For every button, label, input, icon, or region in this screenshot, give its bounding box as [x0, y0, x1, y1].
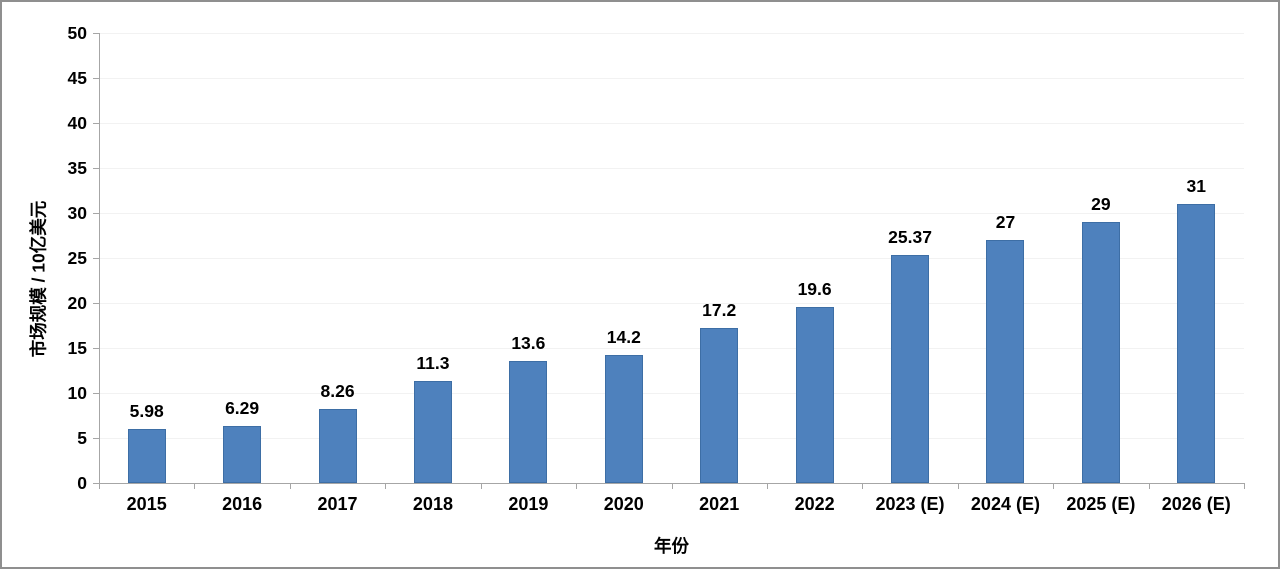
y-tick-label-10: 10: [67, 383, 87, 403]
bar-value-label: 14.2: [606, 327, 641, 348]
gridline-45: [99, 78, 1244, 79]
y-axis-line: [99, 33, 100, 483]
x-axis-tick: [1149, 483, 1150, 489]
x-axis-tick: [576, 483, 577, 489]
gridline-30: [99, 213, 1244, 214]
x-tick-label-2016: 2016: [222, 494, 263, 514]
gridline-15: [99, 348, 1244, 349]
x-axis-tick: [1244, 483, 1245, 489]
x-axis-tick: [290, 483, 291, 489]
bar-cell-2025 (E): 29: [1053, 33, 1148, 483]
bar-value-label: 17.2: [702, 300, 737, 321]
y-axis-tick: [93, 258, 99, 259]
bar-value-label: 27: [995, 212, 1016, 232]
bar-cell-2020: 14.2: [576, 33, 671, 483]
gridline-40: [99, 123, 1244, 124]
x-tick-label-2018: 2018: [412, 494, 453, 514]
x-tick-label-2023 (E): 2023 (E): [875, 494, 945, 514]
gridline-5: [99, 438, 1244, 439]
y-axis-tick: [93, 393, 99, 394]
x-axis-line: [93, 483, 1244, 484]
bar-cell-2018: 11.3: [385, 33, 480, 483]
y-tick-label-20: 20: [67, 293, 87, 313]
x-tick-label-2022: 2022: [794, 494, 835, 514]
x-tick-label-2026 (E): 2026 (E): [1161, 494, 1231, 514]
bar: [509, 360, 548, 483]
y-axis-tick: [93, 213, 99, 214]
y-tick-label-30: 30: [67, 203, 87, 223]
bar-value-label: 5.98: [129, 401, 164, 422]
bar: [986, 240, 1025, 483]
x-axis-title: 年份: [654, 536, 689, 556]
plot-area: 5.98 6.29 8.26 11.3 13.6 14.2 17.2 19.6 25.37 27 2…: [93, 33, 1245, 489]
bar: [127, 429, 166, 483]
bar-cell-2026 (E): 31: [1149, 33, 1244, 483]
y-axis-tick: [93, 483, 99, 484]
y-tick-label-0: 0: [77, 473, 87, 493]
x-tick-label-2020: 2020: [603, 494, 644, 514]
x-axis-tick: [99, 483, 100, 489]
y-axis-tick: [93, 303, 99, 304]
x-axis-tick: [385, 483, 386, 489]
x-tick-label-2021: 2021: [699, 494, 740, 514]
x-axis-tick: [1053, 483, 1054, 489]
bar-cell-2024 (E): 27: [958, 33, 1053, 483]
bar: [1081, 222, 1120, 483]
bar-value-label: 19.6: [797, 278, 832, 299]
y-tick-label-15: 15: [67, 338, 87, 358]
bar-value-label: 6.29: [225, 398, 260, 419]
x-tick-label-2015: 2015: [126, 494, 167, 514]
bar-cell-2016: 6.29: [194, 33, 289, 483]
bar: [795, 306, 834, 483]
bar: [1177, 204, 1216, 483]
bar-cell-2015: 5.98: [99, 33, 194, 483]
gridline-35: [99, 168, 1244, 169]
gridline-50: [99, 33, 1244, 34]
bar: [413, 381, 452, 483]
bar-value-label: 31: [1186, 176, 1207, 196]
x-axis-tick: [672, 483, 673, 489]
x-axis-tick: [194, 483, 195, 489]
bar-value-label: 8.26: [320, 380, 355, 401]
y-tick-label-50: 50: [67, 23, 87, 43]
y-axis-tick: [93, 123, 99, 124]
y-axis-tick: [93, 78, 99, 79]
y-axis-title: 市场规模 / 10亿美元: [28, 200, 49, 358]
bar-cell-2022: 19.6: [767, 33, 862, 483]
y-tick-label-35: 35: [67, 158, 87, 178]
bar: [223, 426, 262, 483]
y-tick-label-40: 40: [67, 113, 87, 133]
bar-cell-2017: 8.26: [290, 33, 385, 483]
x-tick-label-2024 (E): 2024 (E): [970, 494, 1040, 514]
y-tick-label-25: 25: [67, 248, 87, 268]
gridline-20: [99, 303, 1244, 304]
bar-value-label: 29: [1091, 194, 1111, 214]
bar-cell-2019: 13.6: [481, 33, 576, 483]
x-tick-label-2017: 2017: [317, 494, 358, 514]
x-axis-tick: [862, 483, 863, 489]
bar: [891, 254, 930, 483]
y-axis-tick: [93, 168, 99, 169]
y-tick-label-5: 5: [77, 428, 87, 448]
bar-value-label: 11.3: [416, 353, 450, 374]
bar-cell-2023 (E): 25.37: [862, 33, 957, 483]
x-axis-tick: [767, 483, 768, 489]
x-tick-label-2019: 2019: [508, 494, 549, 514]
bar-value-label: 13.6: [511, 332, 546, 353]
x-tick-label-2025 (E): 2025 (E): [1066, 494, 1136, 514]
gridline-10: [99, 393, 1244, 394]
gridline-25: [99, 258, 1244, 259]
y-tick-label-45: 45: [67, 68, 87, 88]
bar: [318, 408, 357, 483]
x-axis-tick: [958, 483, 959, 489]
x-axis-tick: [481, 483, 482, 489]
y-axis-tick: [93, 348, 99, 349]
bar: [604, 355, 643, 483]
y-axis-tick: [93, 33, 99, 34]
bar-value-label: 25.37: [888, 226, 932, 247]
bar-cell-2021: 17.2: [672, 33, 767, 483]
y-axis-tick: [93, 438, 99, 439]
bar: [700, 328, 739, 483]
